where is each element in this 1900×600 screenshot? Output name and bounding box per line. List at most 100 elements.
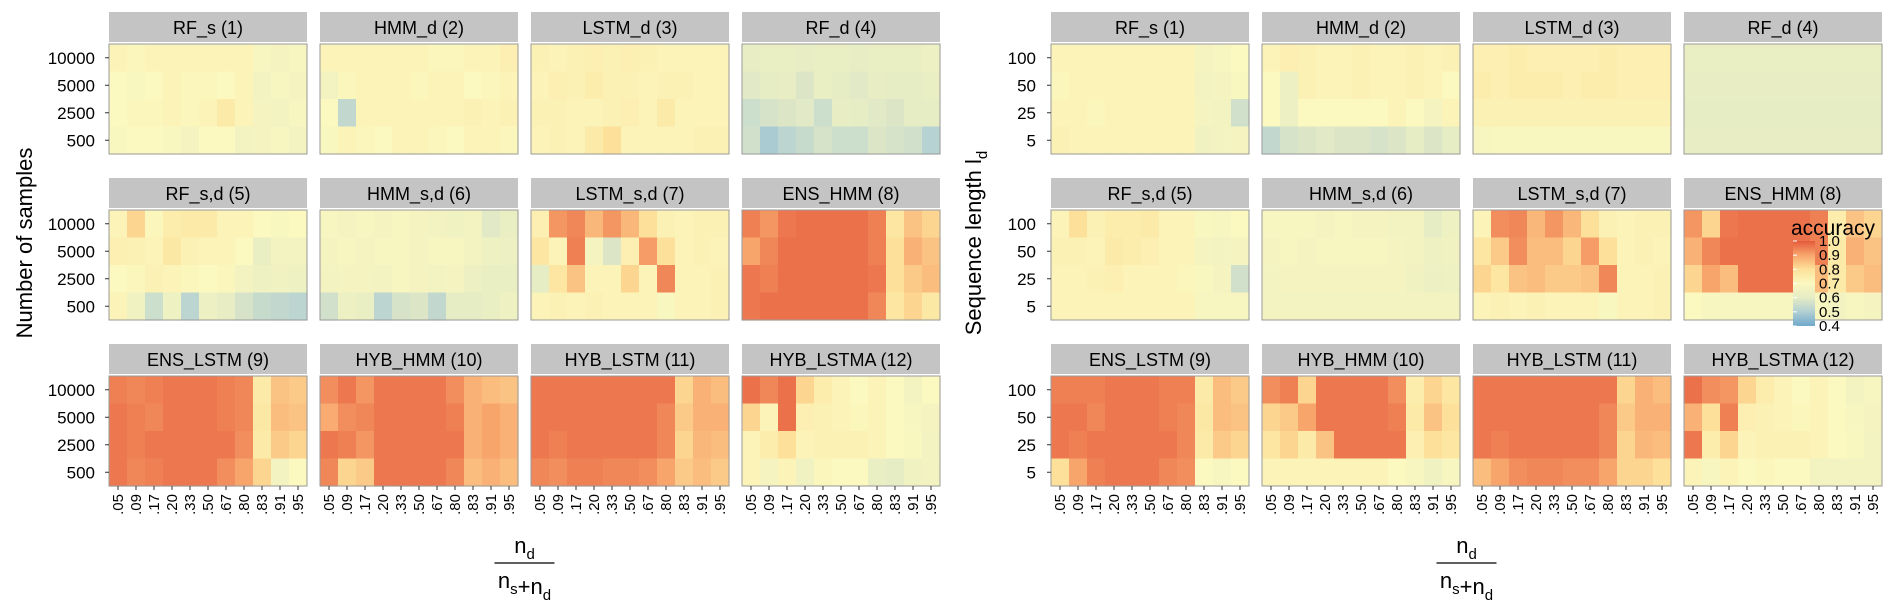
panel-strip <box>1684 178 1882 208</box>
heatmap-cell <box>289 44 308 73</box>
heatmap-cell <box>1442 71 1461 100</box>
heatmap-cell <box>1316 376 1335 405</box>
heatmap-cell <box>1159 99 1178 128</box>
panel-title: LSTM_s,d (7) <box>575 184 684 205</box>
heatmap-cell <box>338 431 357 460</box>
heatmap-cell <box>657 237 676 266</box>
heatmap-cell <box>1545 237 1564 266</box>
heatmap-cell <box>796 376 815 405</box>
heatmap-cell <box>163 71 182 100</box>
heatmap-cell <box>1509 265 1528 294</box>
heatmap-cell <box>145 99 164 128</box>
heatmap-cell <box>1635 458 1654 487</box>
heatmap-cell <box>374 403 393 432</box>
heatmap-cell <box>693 265 712 294</box>
panel-border <box>108 209 308 321</box>
y-tick-label: 5000 <box>57 242 95 261</box>
heatmap-cell <box>410 44 429 73</box>
heatmap-cell <box>1509 237 1528 266</box>
heatmap-cell <box>1051 126 1070 155</box>
heatmap-cell <box>711 71 730 100</box>
heatmap-cell <box>850 403 869 432</box>
panel-title: RF_d (4) <box>1747 18 1818 39</box>
heatmap-cell <box>1828 126 1847 155</box>
legend-tick-label: 0.9 <box>1819 247 1840 264</box>
heatmap-cell <box>482 265 501 294</box>
heatmap-cell <box>904 71 923 100</box>
heatmap-cell <box>1828 431 1847 460</box>
heatmap-cell <box>657 126 676 155</box>
panel-border <box>741 43 941 155</box>
heatmap-cell <box>109 44 128 73</box>
heatmap-cell <box>320 431 339 460</box>
heatmap-cell <box>1424 99 1443 128</box>
heatmap-cell <box>1177 265 1196 294</box>
heatmap-cell <box>289 458 308 487</box>
x-tick-label: .95 <box>712 494 729 515</box>
heatmap-cell <box>109 431 128 460</box>
panel-strip <box>109 344 307 374</box>
heatmap-cell <box>1756 403 1775 432</box>
heatmap-cell <box>1141 237 1160 266</box>
panel-strip <box>1262 344 1460 374</box>
y-tick-label: 10000 <box>48 215 95 234</box>
heatmap-cell <box>217 376 236 405</box>
heatmap-cell <box>1545 265 1564 294</box>
heatmap-cell <box>1334 403 1353 432</box>
heatmap-cell <box>1298 458 1317 487</box>
heatmap-cell <box>1473 237 1492 266</box>
heatmap-cell <box>1599 458 1618 487</box>
heatmap-cell <box>693 292 712 321</box>
heatmap-cell <box>356 237 375 266</box>
heatmap-cell <box>1087 210 1106 239</box>
heatmap-cell <box>1231 210 1250 239</box>
heatmap-cell <box>742 265 761 294</box>
heatmap-cell <box>796 265 815 294</box>
heatmap-cell <box>181 44 200 73</box>
x-tick-label: .33 <box>393 494 410 515</box>
panel-title: HMM_d (2) <box>1316 18 1406 39</box>
heatmap-cell <box>1509 376 1528 405</box>
heatmap-cell <box>603 71 622 100</box>
heatmap-cell <box>1509 403 1528 432</box>
x-tick-label: .17 <box>1088 494 1105 515</box>
heatmap-cell <box>500 265 519 294</box>
heatmap-cell <box>446 265 465 294</box>
heatmap-cell <box>1298 44 1317 73</box>
heatmap-cell <box>1792 458 1811 487</box>
heatmap-cell <box>1069 99 1088 128</box>
heatmap-cell <box>1159 292 1178 321</box>
heatmap-cell <box>621 292 640 321</box>
heatmap-cell <box>127 237 146 266</box>
heatmap-cell <box>675 210 694 239</box>
heatmap-cell <box>832 431 851 460</box>
x-tick-label: .05 <box>1263 494 1280 515</box>
heatmap-cell <box>567 99 586 128</box>
heatmap-cell <box>742 431 761 460</box>
panel: HYB_LSTM (11) .05.09.17.20.33.50.67.80.83… <box>530 344 730 515</box>
heatmap-cell <box>1684 210 1703 239</box>
heatmap-cell <box>1846 126 1865 155</box>
heatmap-cell <box>428 458 447 487</box>
heatmap-cell <box>1177 458 1196 487</box>
heatmap-cell <box>567 210 586 239</box>
heatmap-cell <box>778 292 797 321</box>
heatmap-cell <box>338 210 357 239</box>
heatmap-cell <box>796 44 815 73</box>
heatmap-cell <box>1774 237 1793 266</box>
heatmap-cell <box>410 292 429 321</box>
heatmap-cell <box>1527 237 1546 266</box>
heatmap-cell <box>1720 431 1739 460</box>
heatmap-cell <box>1774 44 1793 73</box>
heatmap-cell <box>1105 99 1124 128</box>
heatmap-cell <box>253 210 272 239</box>
panel-title: HMM_s,d (6) <box>1309 184 1413 205</box>
heatmap-cell <box>1406 237 1425 266</box>
heatmap-cell <box>1756 431 1775 460</box>
heatmap-cell <box>374 44 393 73</box>
x-tick-label: .95 <box>1232 494 1249 515</box>
heatmap-cell <box>567 292 586 321</box>
heatmap-cell <box>163 403 182 432</box>
heatmap-cell <box>922 237 941 266</box>
x-tick-label: .95 <box>1654 494 1671 515</box>
